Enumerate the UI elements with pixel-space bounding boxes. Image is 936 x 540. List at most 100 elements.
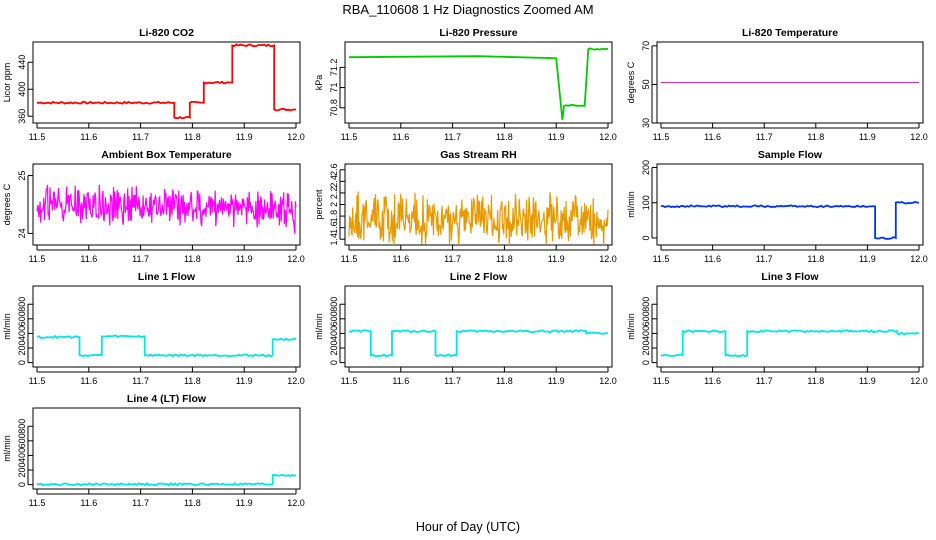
series-line [36, 184, 297, 234]
x-tick-label: 11.8 [184, 132, 201, 142]
x-tick-label: 11.7 [756, 376, 773, 386]
x-tick-label: 12.0 [910, 254, 928, 264]
x-tick-label: 11.5 [653, 132, 670, 142]
y-tick-label: 0 [329, 360, 339, 365]
y-tick-label: 400 [17, 82, 27, 97]
x-tick-label: 11.8 [184, 498, 201, 508]
x-tick-label: 11.7 [756, 132, 773, 142]
x-tick-label: 11.6 [80, 498, 97, 508]
x-tick-label: 11.8 [807, 254, 824, 264]
x-tick-label: 11.6 [704, 254, 721, 264]
x-tick-label: 11.9 [236, 254, 253, 264]
y-tick-label: 800 [17, 419, 27, 434]
x-tick-label: 11.6 [80, 254, 97, 264]
x-tick-label: 11.9 [548, 376, 565, 386]
y-tick-label: 600 [329, 311, 339, 326]
y-tick-label: 2.2 [329, 187, 339, 200]
series-line [348, 191, 609, 246]
x-tick-label: 11.5 [29, 254, 46, 264]
x-tick-label: 11.7 [444, 376, 461, 386]
panels-group: Li-820 CO2 Licor ppm 11.5 11.6 11.7 11.8 11.9 1… [2, 27, 928, 508]
y-tick-label: 400 [17, 448, 27, 463]
y-tick-label: 2.6 [329, 164, 339, 177]
x-tick-label: 12.0 [910, 132, 928, 142]
x-tick-label: 12.0 [599, 132, 617, 142]
x-tick-label: 11.6 [80, 376, 97, 386]
series-line [36, 334, 297, 358]
y-tick-label: 71 [329, 83, 339, 93]
y-axis-label: Licor ppm [2, 63, 12, 103]
panel-9: Line 3 Flow ml/min 11.5 11.6 11.7 11.8 11.9 12.… [626, 271, 928, 386]
panel-2: Li-820 Pressure kPa 11.5 11.6 11.7 11.8 11.9 12… [314, 27, 617, 142]
x-tick-label: 11.9 [859, 132, 876, 142]
y-tick-label: 600 [641, 311, 651, 326]
y-tick-label: 30 [641, 118, 651, 128]
y-axis-label: ml/min [314, 313, 324, 340]
x-tick-label: 11.8 [496, 132, 513, 142]
series-line [660, 200, 920, 240]
x-tick-label: 12.0 [287, 254, 305, 264]
x-tick-label: 11.8 [807, 376, 824, 386]
y-tick-label: 200 [17, 463, 27, 478]
x-tick-label: 11.5 [653, 376, 670, 386]
plot-frame [32, 41, 301, 124]
x-tick-label: 11.7 [756, 254, 773, 264]
y-tick-label: 0 [641, 360, 651, 365]
panel-title: Sample Flow [758, 149, 823, 161]
panel-title: Line 2 Flow [450, 271, 508, 283]
x-tick-label: 12.0 [910, 376, 928, 386]
y-tick-label: 1.6 [329, 221, 339, 234]
y-tick-label: 70.8 [329, 99, 339, 117]
y-axis-label: ml/min [2, 313, 12, 340]
y-tick-label: 0 [17, 482, 27, 487]
x-tick-label: 11.5 [341, 376, 358, 386]
panel-6: Sample Flow ml/min 11.5 11.6 11.7 11.8 11.9 12.… [626, 149, 928, 264]
panel-7: Line 1 Flow ml/min 11.5 11.6 11.7 11.8 11.9 12.… [2, 271, 305, 386]
x-tick-label: 11.9 [236, 498, 253, 508]
series-line [660, 329, 920, 358]
y-axis-label: ml/min [626, 191, 636, 218]
x-tick-label: 12.0 [599, 254, 617, 264]
y-axis-label: kPa [314, 75, 324, 91]
y-tick-label: 400 [641, 326, 651, 341]
y-tick-label: 70 [641, 41, 651, 51]
panel-8: Line 2 Flow ml/min 11.5 11.6 11.7 11.8 11.9 12.… [314, 271, 617, 386]
y-tick-label: 0 [17, 360, 27, 365]
figure-title: RBA_110608 1 Hz Diagnostics Zoomed AM [342, 2, 593, 17]
plot-frame [32, 285, 301, 368]
series-line [36, 473, 297, 487]
panel-title: Li-820 Pressure [439, 27, 517, 39]
x-tick-label: 11.7 [132, 254, 149, 264]
x-tick-label: 11.8 [496, 376, 513, 386]
panel-3: Li-820 Temperature degrees C 11.5 11.6 11.7 1… [626, 27, 928, 142]
y-tick-label: 200 [641, 341, 651, 356]
x-tick-label: 11.5 [341, 254, 358, 264]
y-axis-label: ml/min [626, 313, 636, 340]
x-tick-label: 11.6 [704, 132, 721, 142]
x-tick-label: 11.8 [184, 376, 201, 386]
x-tick-label: 11.5 [29, 498, 46, 508]
x-tick-label: 12.0 [287, 376, 305, 386]
x-tick-label: 11.7 [132, 376, 149, 386]
x-tick-label: 11.5 [653, 254, 670, 264]
y-tick-label: 100 [641, 195, 651, 210]
y-tick-label: 1.4 [329, 233, 339, 246]
panel-title: Li-820 CO2 [139, 27, 194, 39]
y-tick-label: 24 [17, 228, 27, 238]
x-tick-label: 11.5 [341, 132, 358, 142]
x-tick-label: 11.9 [236, 132, 253, 142]
y-tick-label: 600 [17, 311, 27, 326]
y-tick-label: 800 [17, 297, 27, 312]
series-line [348, 47, 609, 121]
x-tick-label: 11.7 [444, 254, 461, 264]
x-tick-label: 11.6 [392, 376, 409, 386]
plot-frame [32, 163, 301, 246]
panel-title: Line 3 Flow [761, 271, 819, 283]
y-tick-label: 800 [641, 297, 651, 312]
x-tick-label: 11.7 [132, 132, 149, 142]
x-tick-label: 11.8 [807, 132, 824, 142]
x-tick-label: 11.9 [548, 132, 565, 142]
y-tick-label: 600 [17, 433, 27, 448]
panel-title: Line 4 (LT) Flow [127, 393, 207, 405]
